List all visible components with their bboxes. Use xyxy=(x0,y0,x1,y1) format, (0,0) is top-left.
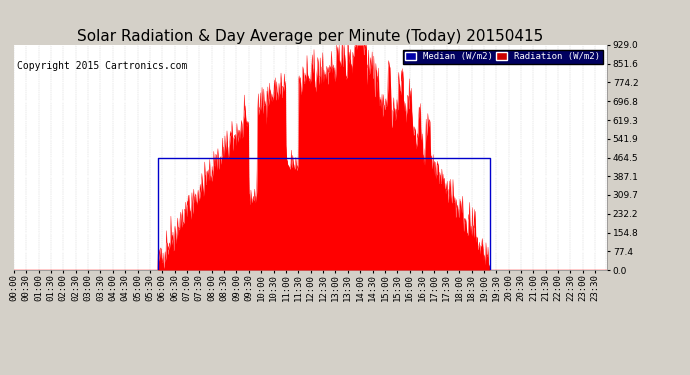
Text: Copyright 2015 Cartronics.com: Copyright 2015 Cartronics.com xyxy=(17,61,187,71)
Title: Solar Radiation & Day Average per Minute (Today) 20150415: Solar Radiation & Day Average per Minute… xyxy=(77,29,544,44)
Legend: Median (W/m2), Radiation (W/m2): Median (W/m2), Radiation (W/m2) xyxy=(402,50,602,64)
